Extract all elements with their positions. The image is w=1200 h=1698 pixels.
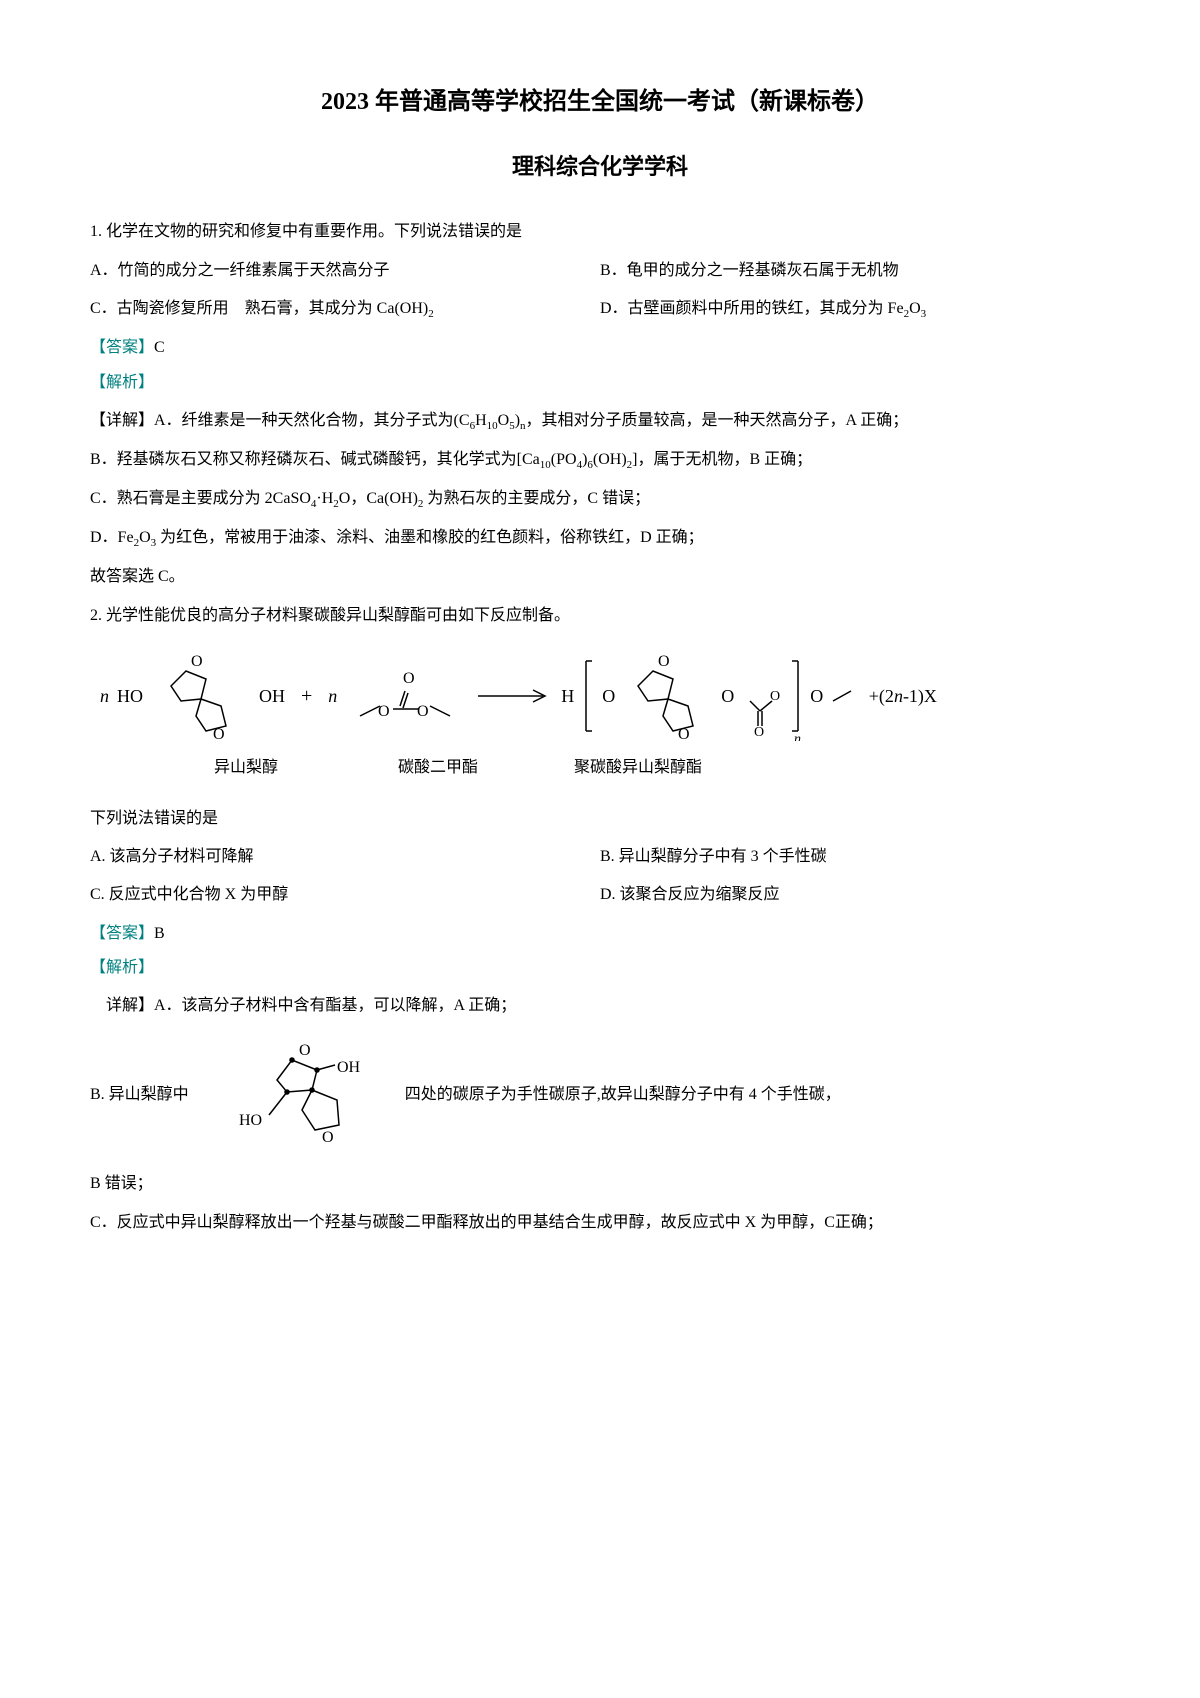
svg-text:OH: OH	[337, 1059, 361, 1076]
q2-answer: 【答案】B	[90, 919, 1110, 949]
q2-option-b: B. 异山梨醇分子中有 3 个手性碳	[600, 842, 1110, 872]
polymer-bracket-right-icon: n	[790, 651, 802, 741]
q2-label-1: 异山梨醇	[214, 753, 278, 783]
q1-detail-d: D．Fe2O3 为红色，常被用于油漆、涂料、油墨和橡胶的红色颜料，俗称铁红，D …	[90, 523, 1110, 554]
q2-analysis-label: 【解析】	[90, 953, 1110, 983]
isosorbide-icon: O O	[151, 651, 251, 741]
q1-options-row1: A．竹简的成分之一纤维素属于天然高分子 B．龟甲的成分之一羟基磷灰石属于无机物	[90, 256, 1110, 286]
q2-option-a: A. 该高分子材料可降解	[90, 842, 600, 872]
q2-compound-labels: 异山梨醇 碳酸二甲酯 聚碳酸异山梨醇酯	[90, 753, 1110, 783]
q1-analysis-label: 【解析】	[90, 368, 1110, 398]
svg-text:O: O	[299, 1042, 311, 1059]
terminal-methyl-icon	[831, 686, 856, 706]
svg-text:HO: HO	[239, 1112, 262, 1129]
sub-title: 理科综合化学学科	[90, 146, 1110, 188]
q2-detail-b-end: B 错误；	[90, 1169, 1110, 1199]
q2-stem: 2. 光学性能优良的高分子材料聚碳酸异山梨醇酯可由如下反应制备。	[90, 601, 1110, 631]
svg-text:O: O	[770, 689, 780, 704]
svg-text:O: O	[417, 703, 429, 720]
dimethyl-carbonate-icon: O O O	[345, 661, 465, 731]
chiral-structure-icon: O O OH HO	[197, 1030, 397, 1150]
svg-text:O: O	[322, 1129, 334, 1146]
q1-detail-c: C．熟石膏是主要成分为 2CaSO4·H2O，Ca(OH)2 为熟石灰的主要成分…	[90, 484, 1110, 515]
svg-text:O: O	[754, 725, 764, 736]
q1-answer: 【答案】C	[90, 333, 1110, 363]
main-title: 2023 年普通高等学校招生全国统一考试（新课标卷）	[90, 80, 1110, 126]
svg-text:O: O	[658, 653, 670, 670]
arrow-icon	[473, 686, 553, 706]
q2-label-2: 碳酸二甲酯	[398, 753, 478, 783]
q1-option-a: A．竹简的成分之一纤维素属于天然高分子	[90, 256, 600, 286]
polymer-carbonate-icon: O O	[742, 656, 782, 736]
q2-detail-c: C．反应式中异山梨醇释放出一个羟基与碳酸二甲酯释放出的甲基结合生成甲醇，故反应式…	[90, 1208, 1110, 1238]
svg-text:O: O	[191, 653, 203, 670]
polymer-bracket-left-icon	[582, 651, 594, 741]
q2-detail-b: B. 异山梨醇中 O O OH HO 四处的碳原子为手性碳原子,故异山梨醇分子中…	[90, 1030, 1110, 1161]
svg-text:n: n	[794, 732, 801, 741]
q2-detail-a: 详解】A．该高分子材料中含有酯基，可以降解，A 正确；	[90, 991, 1110, 1021]
q2-reaction-diagram: nHO O O OH + n O O O	[90, 651, 1110, 783]
q2-option-c: C. 反应式中化合物 X 为甲醇	[90, 880, 600, 910]
q1-options-row2: C．古陶瓷修复所用 熟石膏，其成分为 Ca(OH)2 D．古壁画颜料中所用的铁红…	[90, 294, 1110, 325]
q2-label-3: 聚碳酸异山梨醇酯	[574, 753, 702, 783]
svg-text:O: O	[378, 703, 390, 720]
svg-text:O: O	[213, 726, 225, 741]
q1-option-b: B．龟甲的成分之一羟基磷灰石属于无机物	[600, 256, 1110, 286]
svg-text:O: O	[403, 670, 415, 687]
q1-option-c: C．古陶瓷修复所用 熟石膏，其成分为 Ca(OH)2	[90, 294, 600, 325]
q2-followup: 下列说法错误的是	[90, 804, 1110, 834]
polymer-isosorbide-icon: O O	[623, 651, 713, 741]
q2-options-row2: C. 反应式中化合物 X 为甲醇 D. 该聚合反应为缩聚反应	[90, 880, 1110, 910]
q2-option-d: D. 该聚合反应为缩聚反应	[600, 880, 1110, 910]
q1-detail-a: 【详解】A．纤维素是一种天然化合物，其分子式为(C6H10O5)n，其相对分子质…	[90, 406, 1110, 437]
q1-detail-b: B．羟基磷灰石又称又称羟磷灰石、碱式磷酸钙，其化学式为[Ca10(PO4)6(O…	[90, 445, 1110, 476]
svg-text:O: O	[678, 726, 690, 741]
q1-option-d: D．古壁画颜料中所用的铁红，其成分为 Fe2O3	[600, 294, 1110, 325]
q1-conclusion: 故答案选 C。	[90, 562, 1110, 592]
q2-options-row1: A. 该高分子材料可降解 B. 异山梨醇分子中有 3 个手性碳	[90, 842, 1110, 872]
q1-stem: 1. 化学在文物的研究和修复中有重要作用。下列说法错误的是	[90, 217, 1110, 247]
